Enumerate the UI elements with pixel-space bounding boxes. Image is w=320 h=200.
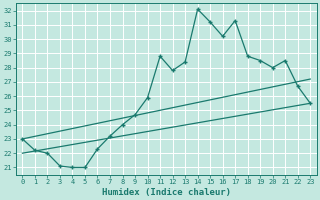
X-axis label: Humidex (Indice chaleur): Humidex (Indice chaleur) [102, 188, 231, 197]
